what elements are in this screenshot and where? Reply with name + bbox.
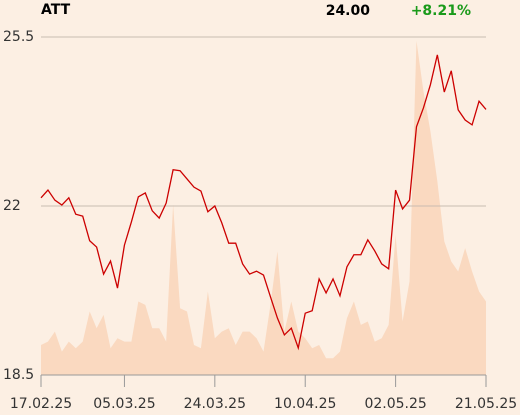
x-tick-label: 24.03.25 bbox=[184, 396, 246, 412]
x-tick-label: 17.02.25 bbox=[10, 396, 72, 412]
x-tick-label: 05.03.25 bbox=[93, 396, 155, 412]
last-price: 24.00 bbox=[326, 3, 371, 19]
y-tick-label: 25.5 bbox=[3, 29, 34, 45]
price-line bbox=[40, 54, 487, 351]
y-tick-label: 22 bbox=[3, 198, 21, 214]
x-tick-label: 02.05.25 bbox=[364, 396, 426, 412]
x-tick-label: 10.04.25 bbox=[274, 396, 336, 412]
change: +8.21% bbox=[411, 3, 471, 19]
x-tick-label: 21.05.25 bbox=[455, 396, 517, 412]
y-tick-label: 18.5 bbox=[3, 367, 34, 383]
ticker: ATT bbox=[41, 2, 71, 18]
volume-area bbox=[41, 41, 486, 375]
